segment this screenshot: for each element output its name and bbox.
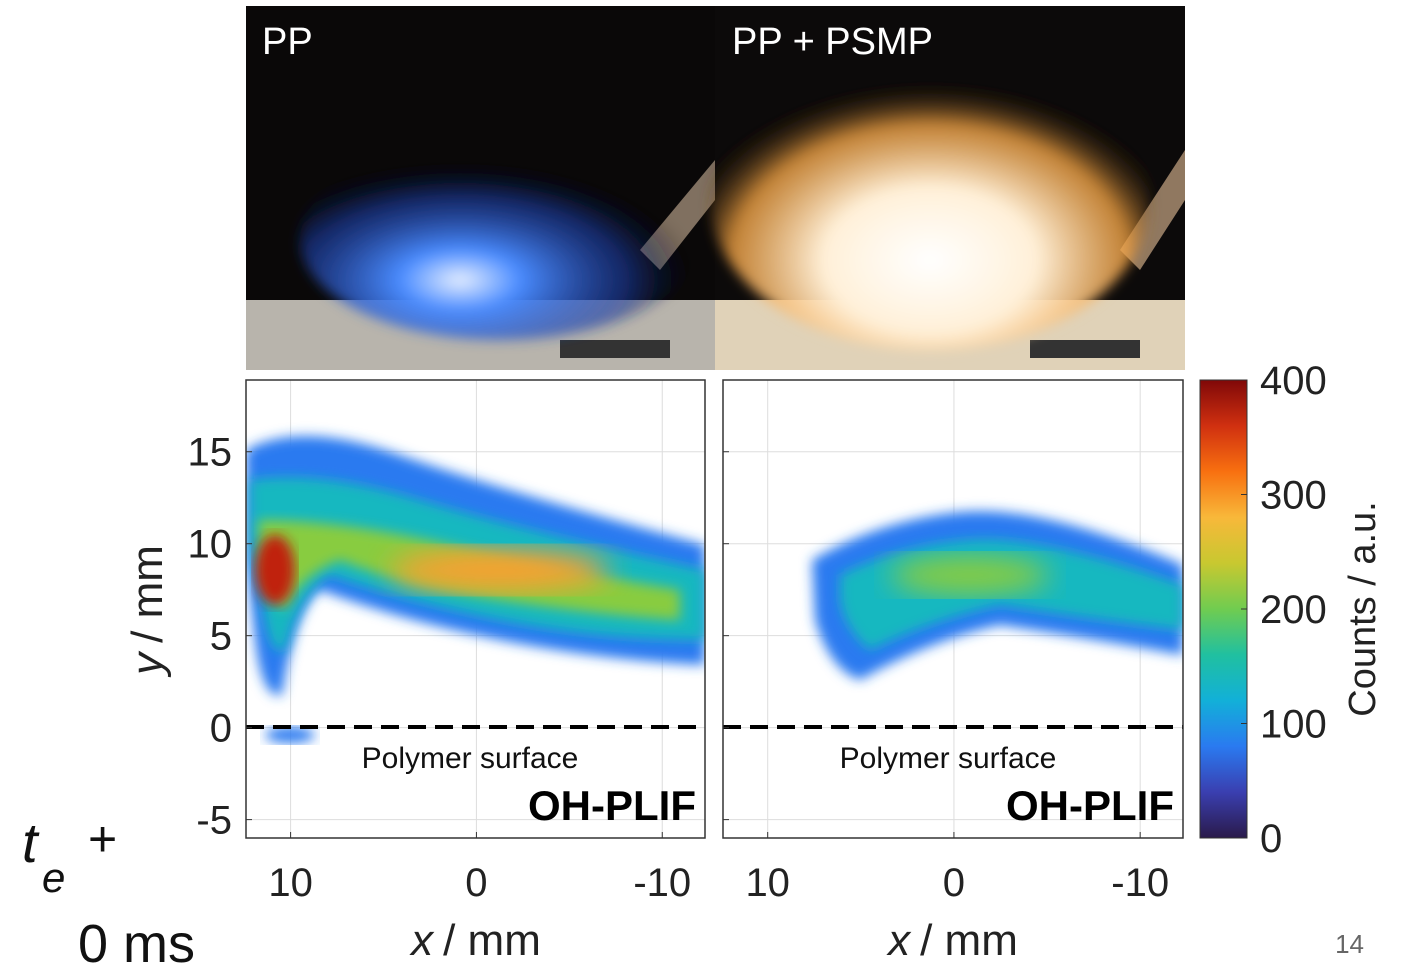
y-tick-label: -5: [196, 799, 232, 843]
y-tick-label: 5: [210, 615, 232, 659]
y-tick-label: 0: [210, 707, 232, 751]
colorbar: [1199, 379, 1248, 839]
panel-border: [245, 379, 706, 839]
colorbar-tick-label: 100: [1260, 703, 1327, 747]
colorbar-tick-label: 200: [1260, 588, 1327, 632]
axes: [245, 379, 1184, 839]
axis-unit: / mm: [920, 916, 1018, 965]
colorbar-tick-label: 400: [1260, 359, 1327, 403]
axis-symbol: x: [886, 916, 912, 965]
x-tick-label: 10: [745, 861, 790, 905]
axis-unit: / mm: [123, 545, 172, 643]
x-axis-title: x / mm: [409, 916, 541, 965]
intensity-region: [265, 727, 315, 743]
colorbar-label: Counts / a.u.: [1342, 501, 1384, 716]
colorbar-tick-label: 0: [1260, 817, 1282, 861]
x-tick-label: 0: [943, 861, 965, 905]
x-axis-title: x / mm: [886, 916, 1018, 965]
intensity-region: [390, 548, 610, 592]
y-tick-label: 15: [188, 431, 233, 475]
annotation: Polymer surface: [362, 742, 579, 775]
method-label: OH-PLIF: [1006, 782, 1174, 829]
colorbar-tick-label: 300: [1260, 474, 1327, 518]
time-subscript: e: [42, 854, 65, 901]
axis-unit: / mm: [443, 916, 541, 965]
luminous-flame: [710, 50, 1150, 350]
page-number: 14: [1335, 929, 1364, 959]
clamp: [560, 340, 670, 358]
axis-symbol: y: [123, 650, 172, 678]
x-tick-label: -10: [1111, 861, 1169, 905]
clamp: [1030, 340, 1140, 358]
x-tick-label: 0: [465, 861, 487, 905]
photo-label: PP + PSMP: [732, 21, 933, 63]
time-value: 0 ms: [78, 914, 195, 970]
y-tick-label: 10: [188, 523, 233, 567]
time-symbol: t: [22, 811, 40, 874]
method-label: OH-PLIF: [528, 782, 696, 829]
x-tick-label: 10: [268, 861, 313, 905]
y-axis-title: y / mm: [123, 545, 172, 678]
blue-flame: [300, 140, 700, 340]
colorbar-ticks: 0 100 200 300 400: [1241, 359, 1327, 861]
intensity-peak: [255, 535, 295, 605]
annotation: Polymer surface: [840, 742, 1057, 775]
photo-label: PP: [262, 21, 313, 63]
heatmap-pp: [246, 436, 705, 743]
photos: PP PP + PSMP: [246, 6, 1185, 370]
panel-border: [722, 379, 1184, 839]
heatmap-pp-psmp: [812, 511, 1183, 680]
intensity-region: [890, 555, 1050, 595]
x-tick-label: -10: [633, 861, 691, 905]
time-operator: +: [88, 811, 117, 867]
axis-symbol: x: [409, 916, 435, 965]
